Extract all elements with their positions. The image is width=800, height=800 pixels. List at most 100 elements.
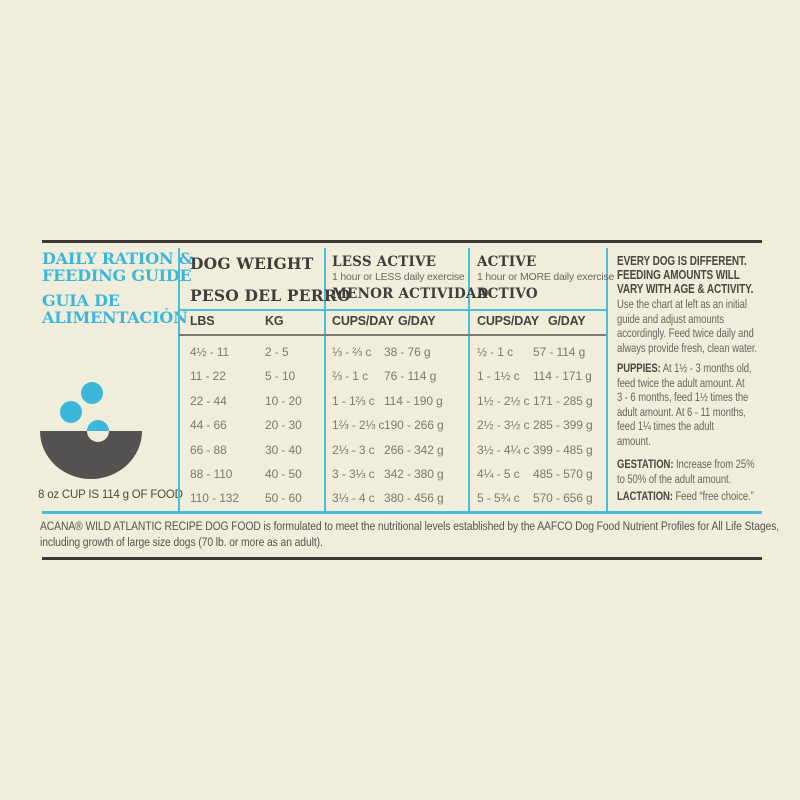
section-less-active: LESS ACTIVE 1 hour or LESS daily exercis…: [324, 248, 488, 512]
table-row: 22 - 44 10 - 20: [178, 389, 324, 413]
cell: 285 - 399 g: [533, 418, 593, 433]
table-row: 4¼ - 5 c 485 - 570 g: [468, 462, 607, 486]
cell: 3⅓ - 4 c: [332, 491, 375, 506]
panel-title-spanish: GUIA DE ALIMENTACIÓN: [42, 291, 188, 327]
cell: 40 - 50: [265, 466, 302, 481]
table-row: ½ - 1 c 57 - 114 g: [468, 340, 607, 364]
advice-heading: EVERY DOG IS DIFFERENT. FEEDING AMOUNTS …: [617, 253, 754, 297]
table-row: ⅓ - ⅔ c 38 - 76 g: [324, 340, 468, 364]
cell: 76 - 114 g: [384, 369, 437, 384]
table-row: 2⅓ - 3 c 266 - 342 g: [324, 438, 468, 462]
table-row: 3½ - 4¼ c 399 - 485 g: [468, 438, 607, 462]
section-title-spanish: MENOR ACTIVIDAD: [332, 286, 489, 302]
section-subtitle: 1 hour or LESS daily exercise: [332, 271, 465, 283]
header-divider-gray: [179, 334, 606, 336]
table-row: 4½ - 11 2 - 5: [178, 340, 324, 364]
column-divider: [324, 248, 326, 511]
cell: ⅓ - ⅔ c: [332, 345, 372, 359]
bottom-cyan-rule: [42, 511, 762, 514]
table-row: 3⅓ - 4 c 380 - 456 g: [324, 486, 468, 510]
cell: 570 - 656 g: [533, 491, 593, 506]
table-rows: 4½ - 11 2 - 5 11 - 22 5 - 10 22 - 44 10 - 20 4…: [178, 340, 324, 511]
advice-puppies: PUPPIES: At 1½ - 3 months old, feed twic…: [617, 361, 752, 449]
cell: 1⅔ - 2⅓ c: [332, 418, 385, 433]
cell: ⅔ - 1 c: [332, 369, 368, 384]
cell: 22 - 44: [190, 393, 227, 408]
cell: 11 - 22: [190, 369, 226, 384]
table-row: 66 - 88 30 - 40: [178, 438, 324, 462]
column-headers: LBS KG: [178, 314, 324, 334]
cell: 5 - 5¾ c: [477, 491, 520, 506]
column-header-g-day: G/DAY: [548, 314, 586, 328]
table-row: 2½ - 3½ c 285 - 399 g: [468, 413, 607, 437]
cell: 38 - 76 g: [384, 345, 431, 359]
aafco-statement: ACANA® WILD ATLANTIC RECIPE DOG FOOD is …: [40, 519, 780, 549]
section-subtitle: 1 hour or MORE daily exercise: [477, 271, 615, 283]
panel-title-english: DAILY RATION & FEEDING GUIDE: [42, 249, 193, 285]
section-title: ACTIVE: [477, 254, 537, 270]
table-row: 3 - 3⅓ c 342 - 380 g: [324, 462, 468, 486]
section-title-spanish: PESO DEL PERRO: [190, 286, 351, 305]
cell: 30 - 40: [265, 442, 302, 457]
cell: 1 - 1⅔ c: [332, 393, 375, 408]
table-rows: ⅓ - ⅔ c 38 - 76 g ⅔ - 1 c 76 - 114 g 1 - 1⅔ …: [324, 340, 468, 511]
section-active: ACTIVE 1 hour or MORE daily exercise ACT…: [468, 248, 614, 512]
table-row: 5 - 5¾ c 570 - 656 g: [468, 486, 607, 510]
cell: 3½ - 4¼ c: [477, 442, 530, 457]
column-divider: [178, 248, 180, 511]
section-title: LESS ACTIVE: [332, 254, 437, 270]
cell: 190 - 266 g: [384, 418, 444, 433]
column-divider: [606, 248, 608, 511]
column-headers: CUPS/DAY G/DAY: [468, 314, 607, 334]
food-bowl-icon: [40, 380, 142, 482]
cell: 2½ - 3½ c: [477, 418, 530, 433]
cell: 4¼ - 5 c: [477, 466, 520, 481]
cell: 1½ - 2½ c: [477, 393, 530, 408]
cell: 485 - 570 g: [533, 466, 593, 481]
cell: 20 - 30: [265, 418, 302, 433]
bottom-rule: [42, 557, 762, 560]
cell: 399 - 485 g: [533, 442, 593, 457]
column-header-lbs: LBS: [190, 314, 215, 328]
cell: 114 - 171 g: [533, 369, 592, 384]
table-row: 1½ - 2½ c 171 - 285 g: [468, 389, 607, 413]
puppies-label: PUPPIES:: [617, 361, 661, 375]
kibble-ball-dropping-icon: [87, 420, 109, 442]
cell: 66 - 88: [190, 442, 227, 457]
section-title: DOG WEIGHT: [190, 254, 314, 273]
cup-measure-note: 8 oz CUP IS 114 g OF FOOD: [38, 489, 183, 501]
advice-gestation: GESTATION: Increase from 25% to 50% of t…: [617, 457, 755, 486]
advice-lactation: LACTATION: Feed “free choice.”: [617, 489, 754, 504]
cell: 1 - 1½ c: [477, 369, 520, 384]
cell: 44 - 66: [190, 418, 227, 433]
cell: 3 - 3⅓ c: [332, 466, 375, 481]
puppies-text: At 1½ - 3 months old, feed twice the adu…: [617, 361, 752, 448]
top-rule: [42, 240, 762, 243]
cell: 10 - 20: [265, 393, 302, 408]
cell: 2 - 5: [265, 345, 289, 359]
table-row: 88 - 110 40 - 50: [178, 462, 324, 486]
kibble-ball-icon: [81, 382, 103, 404]
column-header-g-day: G/DAY: [398, 314, 436, 328]
column-header-cups-day: CUPS/DAY: [477, 314, 539, 328]
lactation-text: Feed “free choice.”: [672, 489, 754, 503]
table-row: 11 - 22 5 - 10: [178, 364, 324, 388]
gestation-label: GESTATION:: [617, 457, 674, 471]
table-row: 1 - 1⅔ c 114 - 190 g: [324, 389, 468, 413]
table-row: 1⅔ - 2⅓ c 190 - 266 g: [324, 413, 468, 437]
feeding-advice-column: EVERY DOG IS DIFFERENT. FEEDING AMOUNTS …: [617, 248, 773, 512]
table-row: ⅔ - 1 c 76 - 114 g: [324, 364, 468, 388]
lactation-label: LACTATION:: [617, 489, 673, 503]
column-headers: CUPS/DAY G/DAY: [324, 314, 468, 334]
cell: 380 - 456 g: [384, 491, 444, 506]
cell: 5 - 10: [265, 369, 296, 384]
column-divider: [468, 248, 470, 511]
header-divider-cyan: [178, 309, 607, 311]
cell: 114 - 190 g: [384, 393, 443, 408]
advice-intro: Use the chart at left as an initial guid…: [617, 297, 758, 355]
cell: 110 - 132: [190, 491, 239, 506]
cell: 2⅓ - 3 c: [332, 442, 375, 457]
table-row: 1 - 1½ c 114 - 171 g: [468, 364, 607, 388]
cell: 171 - 285 g: [533, 393, 593, 408]
